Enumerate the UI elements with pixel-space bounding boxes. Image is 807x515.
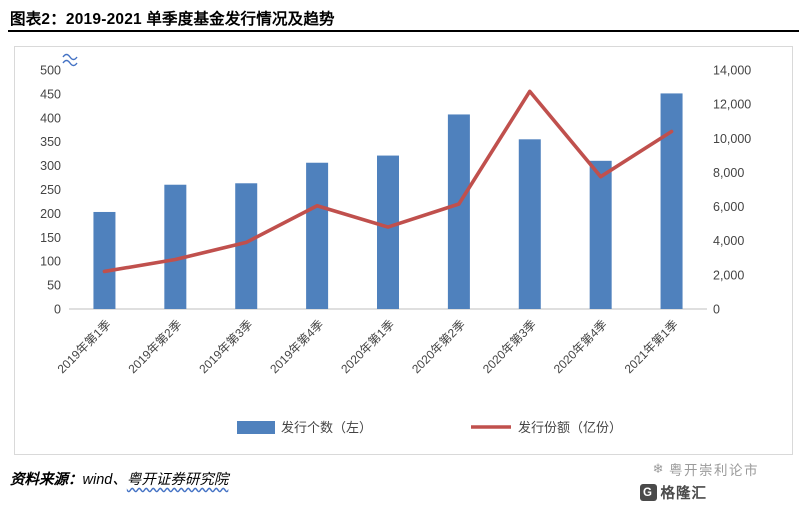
svg-text:8,000: 8,000 [713, 166, 744, 180]
bar-series [93, 93, 683, 309]
svg-text:300: 300 [40, 159, 61, 173]
svg-text:450: 450 [40, 87, 61, 101]
svg-text:4,000: 4,000 [713, 234, 744, 248]
svg-text:2019年第4季: 2019年第4季 [267, 317, 326, 376]
x-axis-labels: 2019年第1季 2019年第2季 2019年第3季 2019年第4季 2020年第1季… [55, 317, 681, 376]
annotation-squiggle [62, 53, 78, 67]
legend-bar-swatch [237, 421, 275, 434]
svg-text:0: 0 [713, 303, 720, 317]
svg-text:0: 0 [54, 303, 61, 317]
svg-text:2020年第3季: 2020年第3季 [480, 317, 539, 376]
legend-line-label: 发行份额（亿份） [518, 420, 622, 435]
svg-text:6,000: 6,000 [713, 200, 744, 214]
watermark-logo-line: G 格隆汇 [639, 482, 708, 503]
source-line: 资料来源：wind、粤开证券研究院 [10, 468, 228, 489]
snowflake-icon: ❄ [652, 461, 665, 476]
legend: 发行个数（左） 发行份额（亿份） [237, 420, 622, 435]
watermark-brand-line: ❄ 粤开崇利论市 [653, 459, 759, 479]
svg-text:350: 350 [40, 135, 61, 149]
svg-text:2019年第1季: 2019年第1季 [55, 317, 114, 376]
watermark: ❄ 粤开崇利论市 G 格隆汇 [639, 459, 760, 503]
svg-text:2020年第4季: 2020年第4季 [551, 317, 610, 376]
title-divider [8, 30, 799, 32]
source-wind: wind、 [82, 472, 127, 488]
gelonghui-logo-icon: G [639, 484, 657, 501]
svg-text:200: 200 [40, 207, 61, 221]
source-label: 资料来源： [10, 472, 83, 488]
svg-text:500: 500 [40, 64, 61, 78]
combo-chart: 50045040035030025020015010050014,00012,0… [40, 53, 751, 435]
svg-text:2019年第3季: 2019年第3季 [196, 317, 255, 376]
svg-text:2019年第2季: 2019年第2季 [125, 317, 184, 376]
watermark-brand-text: 粤开崇利论市 [669, 463, 759, 478]
legend-bar-label: 发行个数（左） [281, 420, 372, 435]
svg-text:2021年第1季: 2021年第1季 [622, 317, 681, 376]
svg-text:2,000: 2,000 [713, 268, 744, 282]
svg-text:12,000: 12,000 [713, 98, 751, 112]
source-org: 粤开证券研究院 [126, 472, 229, 488]
svg-text:250: 250 [40, 183, 61, 197]
svg-text:400: 400 [40, 111, 61, 125]
svg-text:2020年第2季: 2020年第2季 [409, 317, 468, 376]
svg-text:50: 50 [47, 279, 61, 293]
svg-text:2020年第1季: 2020年第1季 [338, 317, 397, 376]
watermark-logo-text: 格隆汇 [660, 486, 707, 502]
svg-text:150: 150 [40, 231, 61, 245]
svg-text:100: 100 [40, 255, 61, 269]
line-series [102, 89, 674, 274]
chart-frame: 500 450 400 350 300 250 200 150 100 50 0 14,000 12,0… [14, 46, 793, 455]
right-axis-ticks: 14,000 12,000 10,000 8,000 6,000 4,000 2,000 0 [713, 64, 751, 317]
page-title: 图表2：2019-2021 单季度基金发行情况及趋势 [10, 11, 335, 28]
svg-text:10,000: 10,000 [713, 132, 751, 146]
svg-text:14,000: 14,000 [713, 64, 751, 78]
